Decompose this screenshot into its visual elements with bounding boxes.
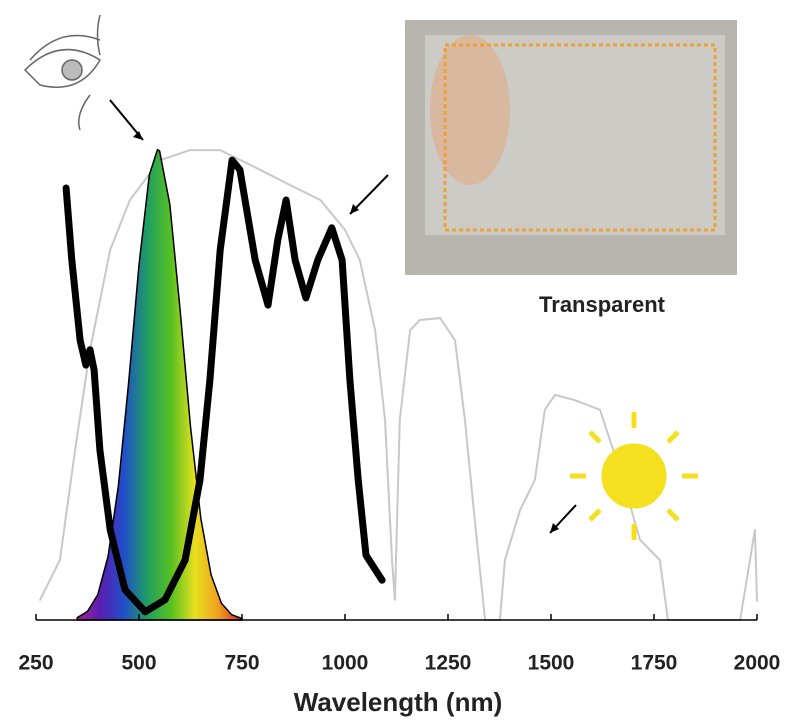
x-tick-label: 1000	[322, 652, 369, 675]
x-tick-label: 1750	[631, 652, 678, 675]
arrow-head	[350, 204, 359, 214]
arrow-head	[133, 131, 143, 140]
x-tick-label: 750	[224, 652, 259, 675]
x-tick-label: 1250	[425, 652, 472, 675]
x-tick-label: 250	[18, 652, 53, 675]
x-tick-label: 1500	[528, 652, 575, 675]
eye-response-area	[76, 148, 243, 621]
sun-icon	[570, 412, 698, 540]
annotation: Transparent	[539, 292, 666, 317]
eye-icon	[23, 14, 102, 131]
x-axis-title: Wavelength (nm)	[294, 687, 502, 717]
series-line	[62, 156, 386, 616]
x-tick-label: 2000	[734, 652, 781, 675]
x-tick-label: 500	[121, 652, 156, 675]
sample-photo	[405, 20, 737, 275]
arrow-head	[550, 523, 559, 533]
